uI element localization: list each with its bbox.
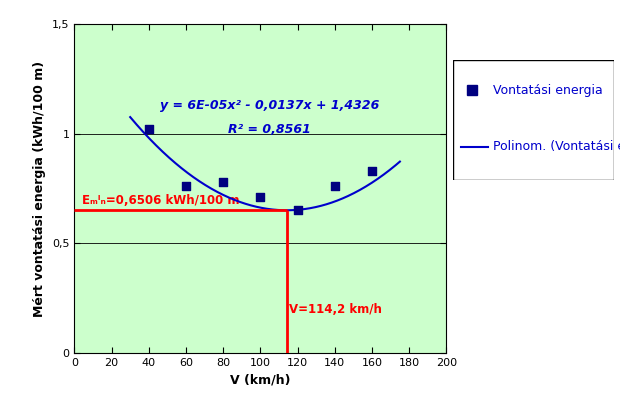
Text: Vontatási energia: Vontatási energia (493, 84, 603, 97)
Point (293, 207, 303, 214)
Point (367, 168, 377, 174)
Text: V=114,2 km/h: V=114,2 km/h (289, 303, 381, 316)
Text: Polinom. (Vontatási energia): Polinom. (Vontatási energia) (493, 140, 620, 153)
Text: Eₘᴵₙ=0,6506 kWh/100 m: Eₘᴵₙ=0,6506 kWh/100 m (82, 194, 239, 207)
X-axis label: V (km/h): V (km/h) (230, 373, 291, 386)
Point (218, 179, 228, 185)
Point (255, 194, 265, 200)
Point (181, 183, 191, 190)
Point (144, 126, 154, 132)
Point (330, 183, 340, 190)
Text: R² = 0,8561: R² = 0,8561 (228, 123, 311, 136)
Text: y = 6E-05x² - 0,0137x + 1,4326: y = 6E-05x² - 0,0137x + 1,4326 (160, 99, 379, 111)
Y-axis label: Mért vontatási energia (kWh/100 m): Mért vontatási energia (kWh/100 m) (33, 61, 46, 316)
